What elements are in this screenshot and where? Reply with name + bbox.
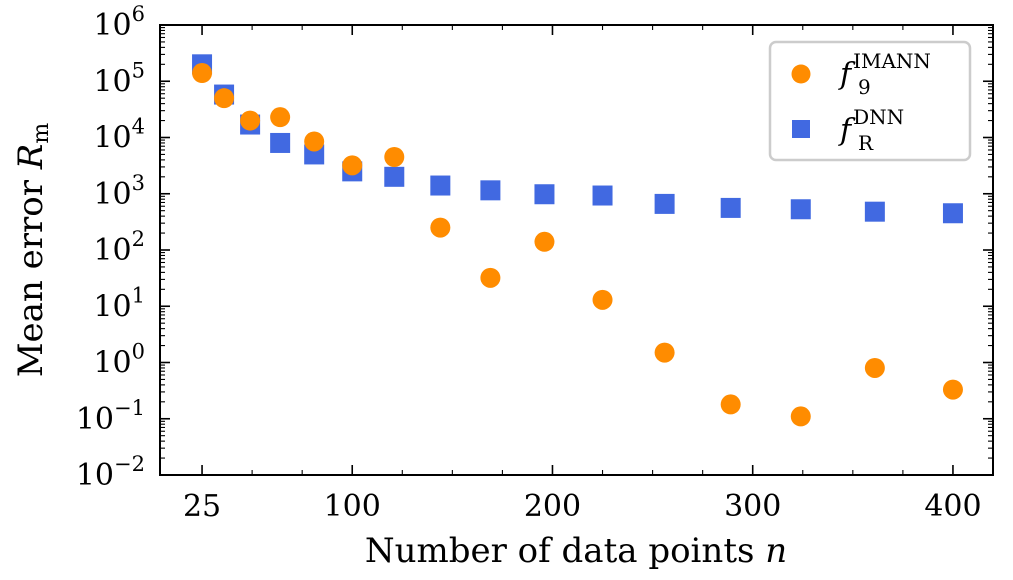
point-imann — [192, 63, 213, 84]
y-tick-label: 105 — [93, 58, 145, 99]
point-imann — [534, 231, 555, 252]
point-imann — [214, 88, 235, 109]
y-axis-label-sub: m — [29, 123, 54, 144]
x-axis-label-var: n — [765, 531, 787, 571]
point-imann — [864, 357, 885, 378]
legend-marker-imann — [791, 64, 811, 84]
point-dnn — [654, 193, 675, 214]
x-tick-label: 200 — [524, 489, 581, 524]
point-imann — [384, 147, 405, 168]
point-imann — [790, 406, 811, 427]
y-tick-label: 102 — [93, 227, 145, 268]
point-imann — [942, 379, 963, 400]
point-imann — [592, 289, 613, 310]
legend-marker-dnn — [792, 120, 810, 138]
y-tick-label: 101 — [93, 283, 145, 324]
x-tick-label: 400 — [924, 489, 981, 524]
point-imann — [480, 267, 501, 288]
point-dnn — [534, 184, 555, 205]
point-imann — [430, 217, 451, 238]
point-dnn — [864, 201, 885, 222]
point-imann — [240, 110, 261, 131]
y-axis-label: Mean error Rm — [11, 123, 54, 378]
point-dnn — [942, 203, 963, 224]
y-tick-label: 104 — [93, 115, 145, 156]
point-dnn — [480, 180, 501, 201]
x-axis-label: Number of data points n — [365, 531, 787, 571]
y-tick-label: 10−2 — [76, 452, 145, 493]
point-imann — [654, 342, 675, 363]
y-axis-label-text: Mean error — [11, 179, 51, 377]
point-imann — [270, 107, 291, 128]
y-axis-label-var: R — [11, 144, 51, 171]
legend-imann-sup: IMANN — [853, 49, 931, 73]
point-dnn — [592, 185, 613, 206]
legend-box — [768, 40, 972, 162]
point-dnn — [384, 166, 405, 187]
point-imann — [304, 131, 325, 152]
legend-dnn-sub: R — [858, 131, 874, 155]
legend-label-dnn: f DNN R — [838, 105, 904, 155]
x-tick-label: 25 — [183, 489, 221, 524]
y-tick-label: 100 — [93, 340, 145, 381]
point-dnn — [720, 197, 741, 218]
x-axis-label-text: Number of data points — [365, 531, 755, 571]
point-dnn — [430, 175, 451, 196]
legend: f IMANN 9 f DNN R — [768, 40, 972, 162]
point-imann — [720, 394, 741, 415]
point-dnn — [790, 199, 811, 220]
y-tick-label: 10−1 — [76, 396, 145, 437]
x-tick-label: 100 — [324, 489, 381, 524]
point-imann — [342, 155, 363, 176]
marks-layer — [192, 54, 963, 427]
ticks-layer: 106 105 104 103 102 101 100 10−1 10−2 25 100 200 300… — [76, 2, 993, 524]
x-tick-label: 300 — [724, 489, 781, 524]
point-dnn — [270, 132, 291, 153]
legend-imann-sub: 9 — [858, 75, 871, 99]
y-tick-label: 106 — [93, 2, 145, 43]
y-tick-label: 103 — [93, 171, 145, 212]
legend-dnn-sup: DNN — [853, 105, 904, 129]
